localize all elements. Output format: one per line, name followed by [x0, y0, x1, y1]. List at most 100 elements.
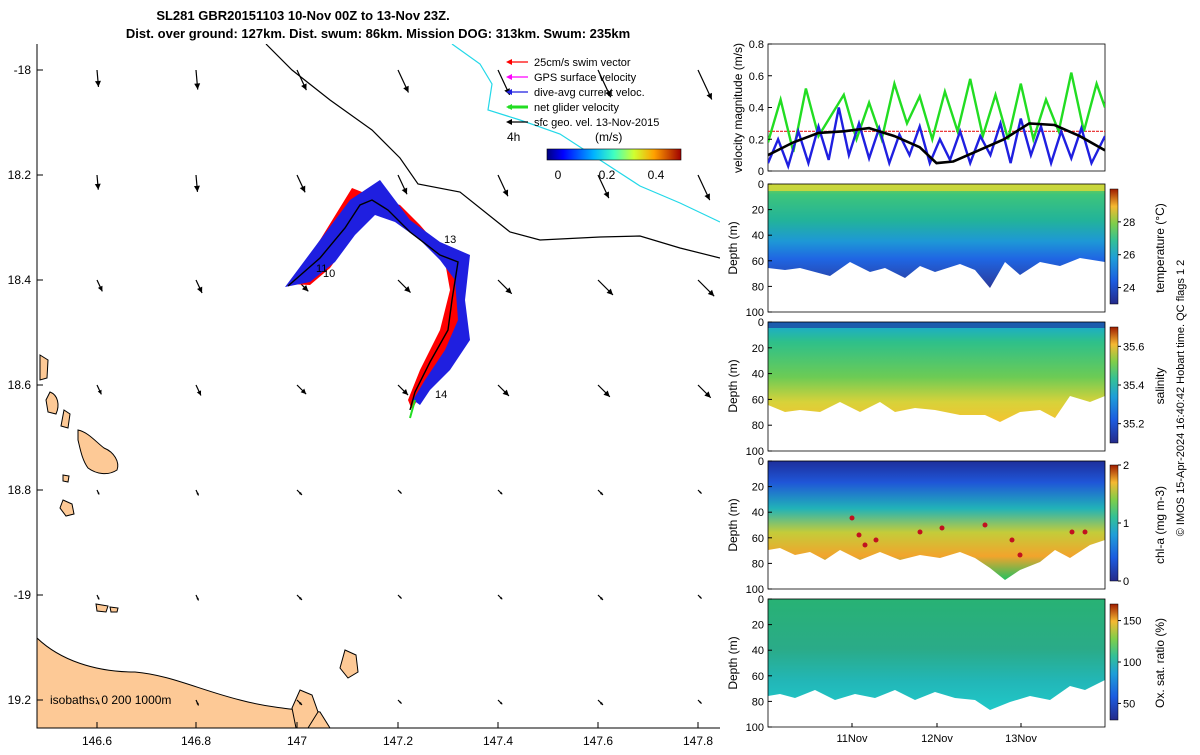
cbar-tick-label: 24 [1123, 283, 1135, 295]
date-tick-label: 12Nov [921, 733, 953, 745]
velocity-ytick-label: 0.6 [749, 71, 764, 83]
legend-item: dive-avg current veloc. [506, 87, 645, 99]
quiver-arrow [96, 489, 100, 495]
cbar-tick-label: 35.2 [1123, 419, 1144, 431]
lat-tick-label: 19.2 [8, 693, 32, 707]
temperature-panel: Depth (m) temperature (°C) [726, 183, 1167, 313]
depth-tick-label: 40 [752, 645, 764, 657]
quiver-arrow [96, 279, 103, 292]
chla-field [768, 461, 1105, 580]
track-label-14: 14 [435, 389, 447, 401]
quiver-arrow [497, 174, 509, 197]
map-panel: 11 10 13 14 25cm/s swim vector GPS surfac… [8, 44, 720, 748]
cbar-tick-label: 100 [1123, 657, 1141, 669]
quiver-arrow [296, 384, 307, 395]
title-line-2: Dist. over ground: 127km. Dist. swum: 86… [126, 26, 630, 41]
depth-tick-label: 40 [752, 230, 764, 242]
lon-tick-label: 147.8 [683, 734, 713, 748]
legend-label: 25cm/s swim vector [534, 57, 631, 69]
oxygen-panel: Depth (m) Ox. sat. ratio (%) [726, 598, 1167, 728]
quiver-arrow [397, 489, 402, 494]
chla-cbar-label: chl-a (mg m-3) [1153, 486, 1167, 564]
cbar-tick-label: 0 [1123, 576, 1129, 588]
salinity-cbar-label: salinity [1153, 368, 1167, 405]
quiver-arrow [397, 69, 410, 93]
lat-tick-label: 18.2 [8, 168, 32, 182]
cbar-tick-label: 2 [1123, 460, 1129, 472]
depth-tick-label: 20 [752, 620, 764, 632]
lon-tick-label: 147.2 [383, 734, 413, 748]
quiver-arrow [397, 384, 409, 396]
depth-tick-label: 0 [758, 594, 764, 606]
track-label-10: 10 [323, 268, 335, 280]
quiver-arrow [497, 489, 503, 495]
cbar-tick-label: 150 [1123, 616, 1141, 628]
quiver-arrow [193, 174, 200, 192]
lat-tick-label: 18.6 [8, 378, 32, 392]
panel-ticks: 02040608010024262802040608010035.235.435… [746, 179, 1145, 745]
cbar-tick-label: 35.6 [1123, 341, 1144, 353]
quiver-arrow [296, 69, 307, 91]
lat-tick-label: 18.4 [8, 273, 32, 287]
lon-tick-label: 146.8 [181, 734, 211, 748]
legend-item: sfc geo. vel. 13-Nov-2015 [506, 117, 659, 129]
depth-tick-label: 40 [752, 369, 764, 381]
speed-colorbar-label: (m/s) [595, 130, 622, 144]
oxygen-field [768, 599, 1105, 710]
lon-tick-label: 147.4 [483, 734, 513, 748]
isobath-cyan-line [451, 44, 720, 223]
quiver-arrow [697, 174, 711, 201]
quiver-arrow [697, 594, 702, 599]
legend-label: dive-avg current veloc. [534, 87, 645, 99]
quiver-arrow [597, 174, 610, 199]
lon-tick-label: 147 [287, 734, 307, 748]
quiver-arrow [597, 489, 604, 496]
quiver-arrow [296, 594, 303, 601]
velocity-ytick-label: 0.4 [749, 103, 764, 115]
depth-tick-label: 0 [758, 317, 764, 329]
quiver-arrow [597, 699, 604, 706]
cbar-tick-label: 35.4 [1123, 380, 1144, 392]
quiver-arrow [96, 384, 102, 395]
depth-tick-label: 80 [752, 281, 764, 293]
lon-tick-label: 146.6 [82, 734, 112, 748]
speed-colorbar-tick-2: 0.4 [648, 168, 665, 182]
quiver-arrow [94, 174, 101, 190]
net-glider-path [287, 199, 459, 411]
chla-high-point [856, 532, 862, 538]
temperature-field [768, 184, 1105, 288]
depth-tick-label: 60 [752, 394, 764, 406]
depth-tick-label: 100 [746, 446, 764, 458]
legend-item: 25cm/s swim vector [506, 57, 631, 69]
temperature-axes [767, 183, 1106, 313]
sfc-velocity-arrows [94, 69, 715, 706]
chla-ylabel: Depth (m) [726, 498, 740, 551]
cbar-tick-label: 28 [1123, 217, 1135, 229]
lat-tick-label: 18.8 [8, 483, 32, 497]
chla-panel: Depth (m) chl-a (mg m-3) [726, 460, 1167, 590]
map-ticks: 146.6 146.8 147 147.2 147.4 147.6 147.8 -18 18.2… [8, 63, 714, 748]
chla-high-point [849, 515, 855, 521]
depth-tick-label: 40 [752, 507, 764, 519]
title-line-1: SL281 GBR20151103 10-Nov 00Z to 13-Nov 2… [156, 8, 449, 23]
quiver-arrow [195, 594, 200, 601]
isobath-label: isobaths: 0 200 1000m [50, 693, 171, 707]
chla-high-point [982, 522, 988, 528]
quiver-arrow [697, 699, 702, 704]
depth-tick-label: 60 [752, 671, 764, 683]
legend-label: GPS surface velocity [534, 72, 637, 84]
cbar-tick-label: 50 [1123, 698, 1135, 710]
quiver-arrow [194, 69, 201, 90]
depth-tick-label: 80 [752, 420, 764, 432]
velocity-series-line [768, 107, 1105, 171]
quiver-arrow [497, 279, 513, 295]
quiver-arrow [497, 699, 503, 705]
chla-high-point [917, 529, 923, 535]
depth-tick-label: 0 [758, 456, 764, 468]
cbar-tick-label: 26 [1123, 250, 1135, 262]
track-label-13: 13 [444, 234, 456, 246]
salinity-colorbar [1109, 326, 1119, 444]
velocity-ytick-label: 0.8 [749, 39, 764, 51]
depth-tick-label: 0 [758, 179, 764, 191]
date-tick-label: 11Nov [837, 733, 868, 745]
